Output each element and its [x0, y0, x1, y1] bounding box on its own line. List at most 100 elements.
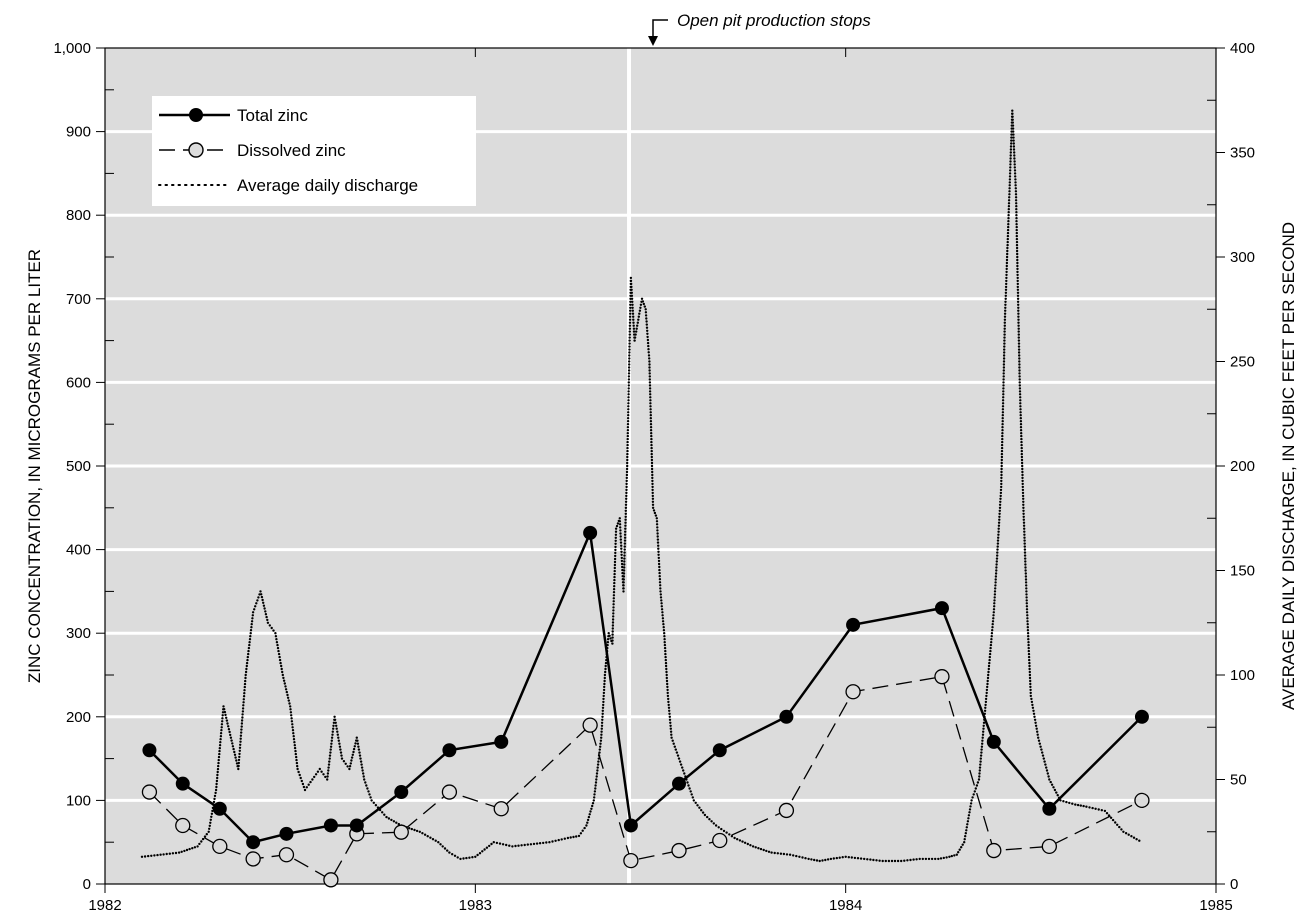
discharge-point — [1012, 130, 1015, 133]
discharge-point — [213, 797, 216, 801]
discharge-point — [612, 588, 616, 591]
discharge-point — [287, 699, 290, 702]
discharge-point — [418, 830, 421, 833]
discharge-point — [660, 602, 663, 605]
discharge-point — [266, 618, 269, 622]
discharge-point — [328, 754, 332, 757]
discharge-point — [348, 765, 352, 768]
discharge-point — [616, 522, 620, 525]
discharge-point — [1012, 145, 1016, 148]
discharge-point — [242, 704, 245, 707]
discharge-point — [624, 527, 627, 530]
discharge-point — [592, 799, 595, 802]
discharge-point — [1018, 354, 1021, 357]
discharge-point — [1028, 673, 1032, 677]
discharge-point — [650, 458, 654, 462]
discharge-point — [651, 476, 654, 480]
discharge-point — [626, 437, 629, 441]
discharge-point — [980, 745, 984, 748]
y-left-tick-label: 800 — [66, 207, 91, 224]
discharge-point — [218, 749, 221, 753]
discharge-point — [1014, 178, 1017, 181]
discharge-point — [1048, 778, 1051, 781]
discharge-point — [1004, 288, 1008, 291]
discharge-point — [703, 813, 707, 817]
discharge-point — [644, 311, 648, 314]
discharge-point — [1027, 641, 1030, 644]
discharge-point — [294, 752, 297, 756]
discharge-point — [205, 833, 208, 836]
discharge-point — [1020, 437, 1023, 441]
discharge-point — [1002, 384, 1005, 387]
discharge-point — [1002, 354, 1006, 357]
discharge-point — [663, 638, 666, 641]
discharge-point — [881, 859, 884, 863]
discharge-point — [235, 759, 238, 762]
discharge-point — [238, 746, 242, 749]
discharge-point — [626, 434, 629, 438]
x-tick-label: 1983 — [459, 897, 492, 914]
y-right-tick-label: 100 — [1230, 667, 1255, 684]
discharge-point — [987, 673, 990, 677]
discharge-point — [434, 839, 437, 842]
discharge-point — [743, 841, 747, 844]
discharge-point — [650, 464, 654, 468]
discharge-point — [1004, 285, 1008, 289]
discharge-point — [989, 649, 992, 653]
discharge-point — [1010, 142, 1013, 145]
discharge-point — [1014, 181, 1017, 184]
discharge-point — [648, 390, 652, 393]
discharge-point — [866, 858, 869, 861]
discharge-point — [1118, 825, 1121, 829]
discharge-point — [636, 321, 639, 324]
discharge-point — [234, 756, 237, 759]
discharge-point — [964, 832, 967, 835]
discharge-point — [978, 766, 982, 769]
dissolved-zinc-point — [212, 838, 228, 855]
total-zinc-point — [442, 743, 457, 758]
discharge-point — [596, 769, 599, 772]
discharge-point — [995, 563, 998, 566]
legend-item-dissolved-zinc: Dissolved zinc — [159, 141, 346, 160]
discharge-point — [682, 769, 685, 772]
discharge-point — [622, 590, 625, 593]
discharge-point — [649, 408, 652, 411]
discharge-point — [990, 641, 993, 644]
discharge-point — [1007, 223, 1010, 226]
discharge-point — [741, 840, 744, 843]
total-zinc-point — [623, 818, 638, 833]
discharge-point — [579, 832, 583, 835]
discharge-point — [651, 482, 654, 486]
discharge-point — [508, 844, 511, 847]
discharge-point — [656, 538, 660, 541]
discharge-point — [1001, 437, 1004, 441]
discharge-point — [485, 846, 489, 849]
discharge-point — [1013, 151, 1016, 154]
discharge-point — [1016, 273, 1019, 277]
discharge-point — [627, 375, 631, 378]
discharge-point — [624, 518, 627, 521]
discharge-point — [1005, 258, 1009, 262]
discharge-point — [1017, 348, 1021, 351]
discharge-point — [1017, 306, 1020, 309]
discharge-point — [627, 402, 630, 405]
discharge-point — [634, 333, 637, 336]
discharge-point — [191, 847, 194, 850]
discharge-point — [770, 851, 773, 854]
discharge-point — [1021, 470, 1024, 474]
discharge-point — [961, 843, 964, 846]
discharge-point — [594, 781, 598, 784]
discharge-point — [751, 845, 755, 848]
discharge-point — [628, 342, 631, 345]
discharge-point — [279, 661, 282, 665]
discharge-point — [659, 587, 662, 590]
discharge-point — [657, 547, 660, 550]
discharge-point — [1012, 148, 1016, 151]
discharge-point — [240, 722, 244, 725]
total-zinc-point — [672, 776, 687, 791]
total-zinc-point — [712, 743, 727, 758]
discharge-point — [481, 850, 484, 853]
discharge-point — [1010, 133, 1013, 136]
discharge-point — [930, 857, 934, 861]
discharge-point — [358, 751, 361, 754]
